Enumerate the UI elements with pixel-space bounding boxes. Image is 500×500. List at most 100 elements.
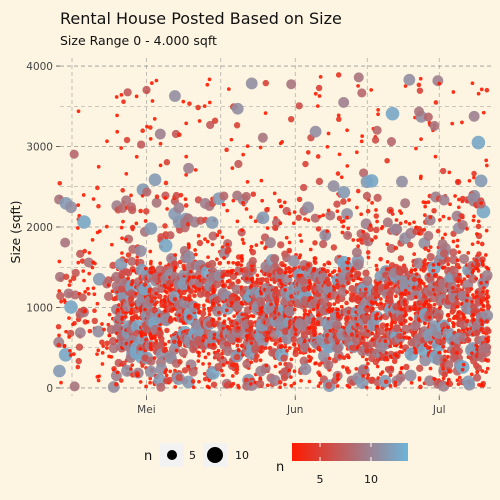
- data-point: [306, 262, 311, 267]
- data-point: [307, 379, 312, 384]
- data-point: [154, 78, 159, 83]
- data-point: [283, 345, 288, 349]
- data-point: [273, 295, 279, 302]
- data-point: [287, 266, 291, 270]
- data-point: [263, 111, 268, 115]
- data-point: [467, 178, 472, 183]
- data-point: [148, 137, 153, 141]
- data-point: [386, 297, 394, 305]
- data-point: [457, 197, 461, 202]
- data-point: [418, 76, 423, 81]
- data-point: [119, 378, 124, 383]
- data-point: [404, 369, 417, 382]
- data-point: [82, 248, 88, 254]
- data-point: [78, 293, 87, 302]
- data-point: [134, 291, 138, 296]
- data-point: [203, 355, 208, 360]
- data-point: [393, 380, 398, 385]
- x-tick-label: Jun: [286, 404, 303, 416]
- data-point: [217, 229, 222, 235]
- data-point: [423, 321, 427, 326]
- data-point: [161, 191, 170, 200]
- data-point: [416, 364, 424, 372]
- data-point: [287, 270, 292, 274]
- data-point: [393, 352, 398, 357]
- data-point: [193, 248, 197, 252]
- data-point: [207, 362, 212, 366]
- data-point: [433, 273, 437, 277]
- size-legend-key-small: [167, 450, 177, 460]
- data-point: [341, 208, 354, 220]
- data-point: [341, 219, 346, 223]
- data-point: [366, 373, 371, 377]
- data-point: [480, 369, 485, 373]
- data-point: [460, 367, 465, 372]
- data-point: [409, 321, 420, 332]
- data-point: [143, 219, 148, 223]
- data-point: [100, 362, 105, 366]
- x-tick-label: Mei: [137, 404, 155, 416]
- data-point: [87, 328, 93, 334]
- data-point: [373, 235, 378, 240]
- data-point: [218, 356, 228, 366]
- data-point: [423, 302, 427, 307]
- data-point: [283, 305, 295, 317]
- data-point: [254, 243, 259, 247]
- data-point: [413, 295, 418, 299]
- data-point: [253, 357, 259, 363]
- data-point: [450, 341, 455, 346]
- data-point: [149, 259, 153, 264]
- data-point: [235, 278, 241, 285]
- data-point: [76, 109, 81, 114]
- data-point: [475, 294, 479, 298]
- data-point: [137, 140, 146, 149]
- data-point: [475, 266, 480, 271]
- data-point: [117, 203, 128, 213]
- data-point: [244, 276, 249, 281]
- data-point: [139, 334, 144, 338]
- data-point: [121, 219, 125, 224]
- data-point: [202, 303, 206, 308]
- data-point: [376, 107, 380, 112]
- data-point: [455, 179, 461, 184]
- data-point: [337, 152, 342, 157]
- data-point: [241, 152, 245, 157]
- data-point: [467, 192, 480, 205]
- data-point: [174, 348, 179, 353]
- data-point: [264, 237, 276, 249]
- data-point: [284, 267, 289, 271]
- data-point: [398, 209, 402, 213]
- data-point: [196, 359, 201, 363]
- data-point: [484, 296, 489, 301]
- data-point: [399, 345, 403, 349]
- data-point: [448, 202, 452, 207]
- data-point: [480, 296, 487, 302]
- data-point: [457, 375, 462, 380]
- data-point: [419, 354, 432, 367]
- data-point: [290, 336, 297, 343]
- data-point: [403, 288, 408, 293]
- data-point: [315, 226, 322, 232]
- data-point: [308, 247, 313, 252]
- data-point: [453, 194, 457, 198]
- data-point: [267, 272, 273, 278]
- data-point: [359, 277, 363, 282]
- data-point: [391, 223, 403, 235]
- data-point: [409, 380, 414, 385]
- data-point: [276, 268, 284, 275]
- data-point: [72, 320, 77, 326]
- data-point: [299, 378, 303, 383]
- data-point: [375, 364, 380, 369]
- data-point: [265, 383, 270, 388]
- data-point: [325, 280, 332, 287]
- data-point: [245, 144, 250, 148]
- data-point: [374, 263, 379, 268]
- data-point: [306, 218, 311, 223]
- data-point: [59, 299, 63, 304]
- chart-subtitle: Size Range 0 - 4.000 sqft: [60, 33, 217, 48]
- data-point: [397, 255, 405, 262]
- data-point: [484, 158, 489, 163]
- data-point: [402, 331, 407, 336]
- data-point: [284, 270, 288, 274]
- data-point: [70, 275, 77, 282]
